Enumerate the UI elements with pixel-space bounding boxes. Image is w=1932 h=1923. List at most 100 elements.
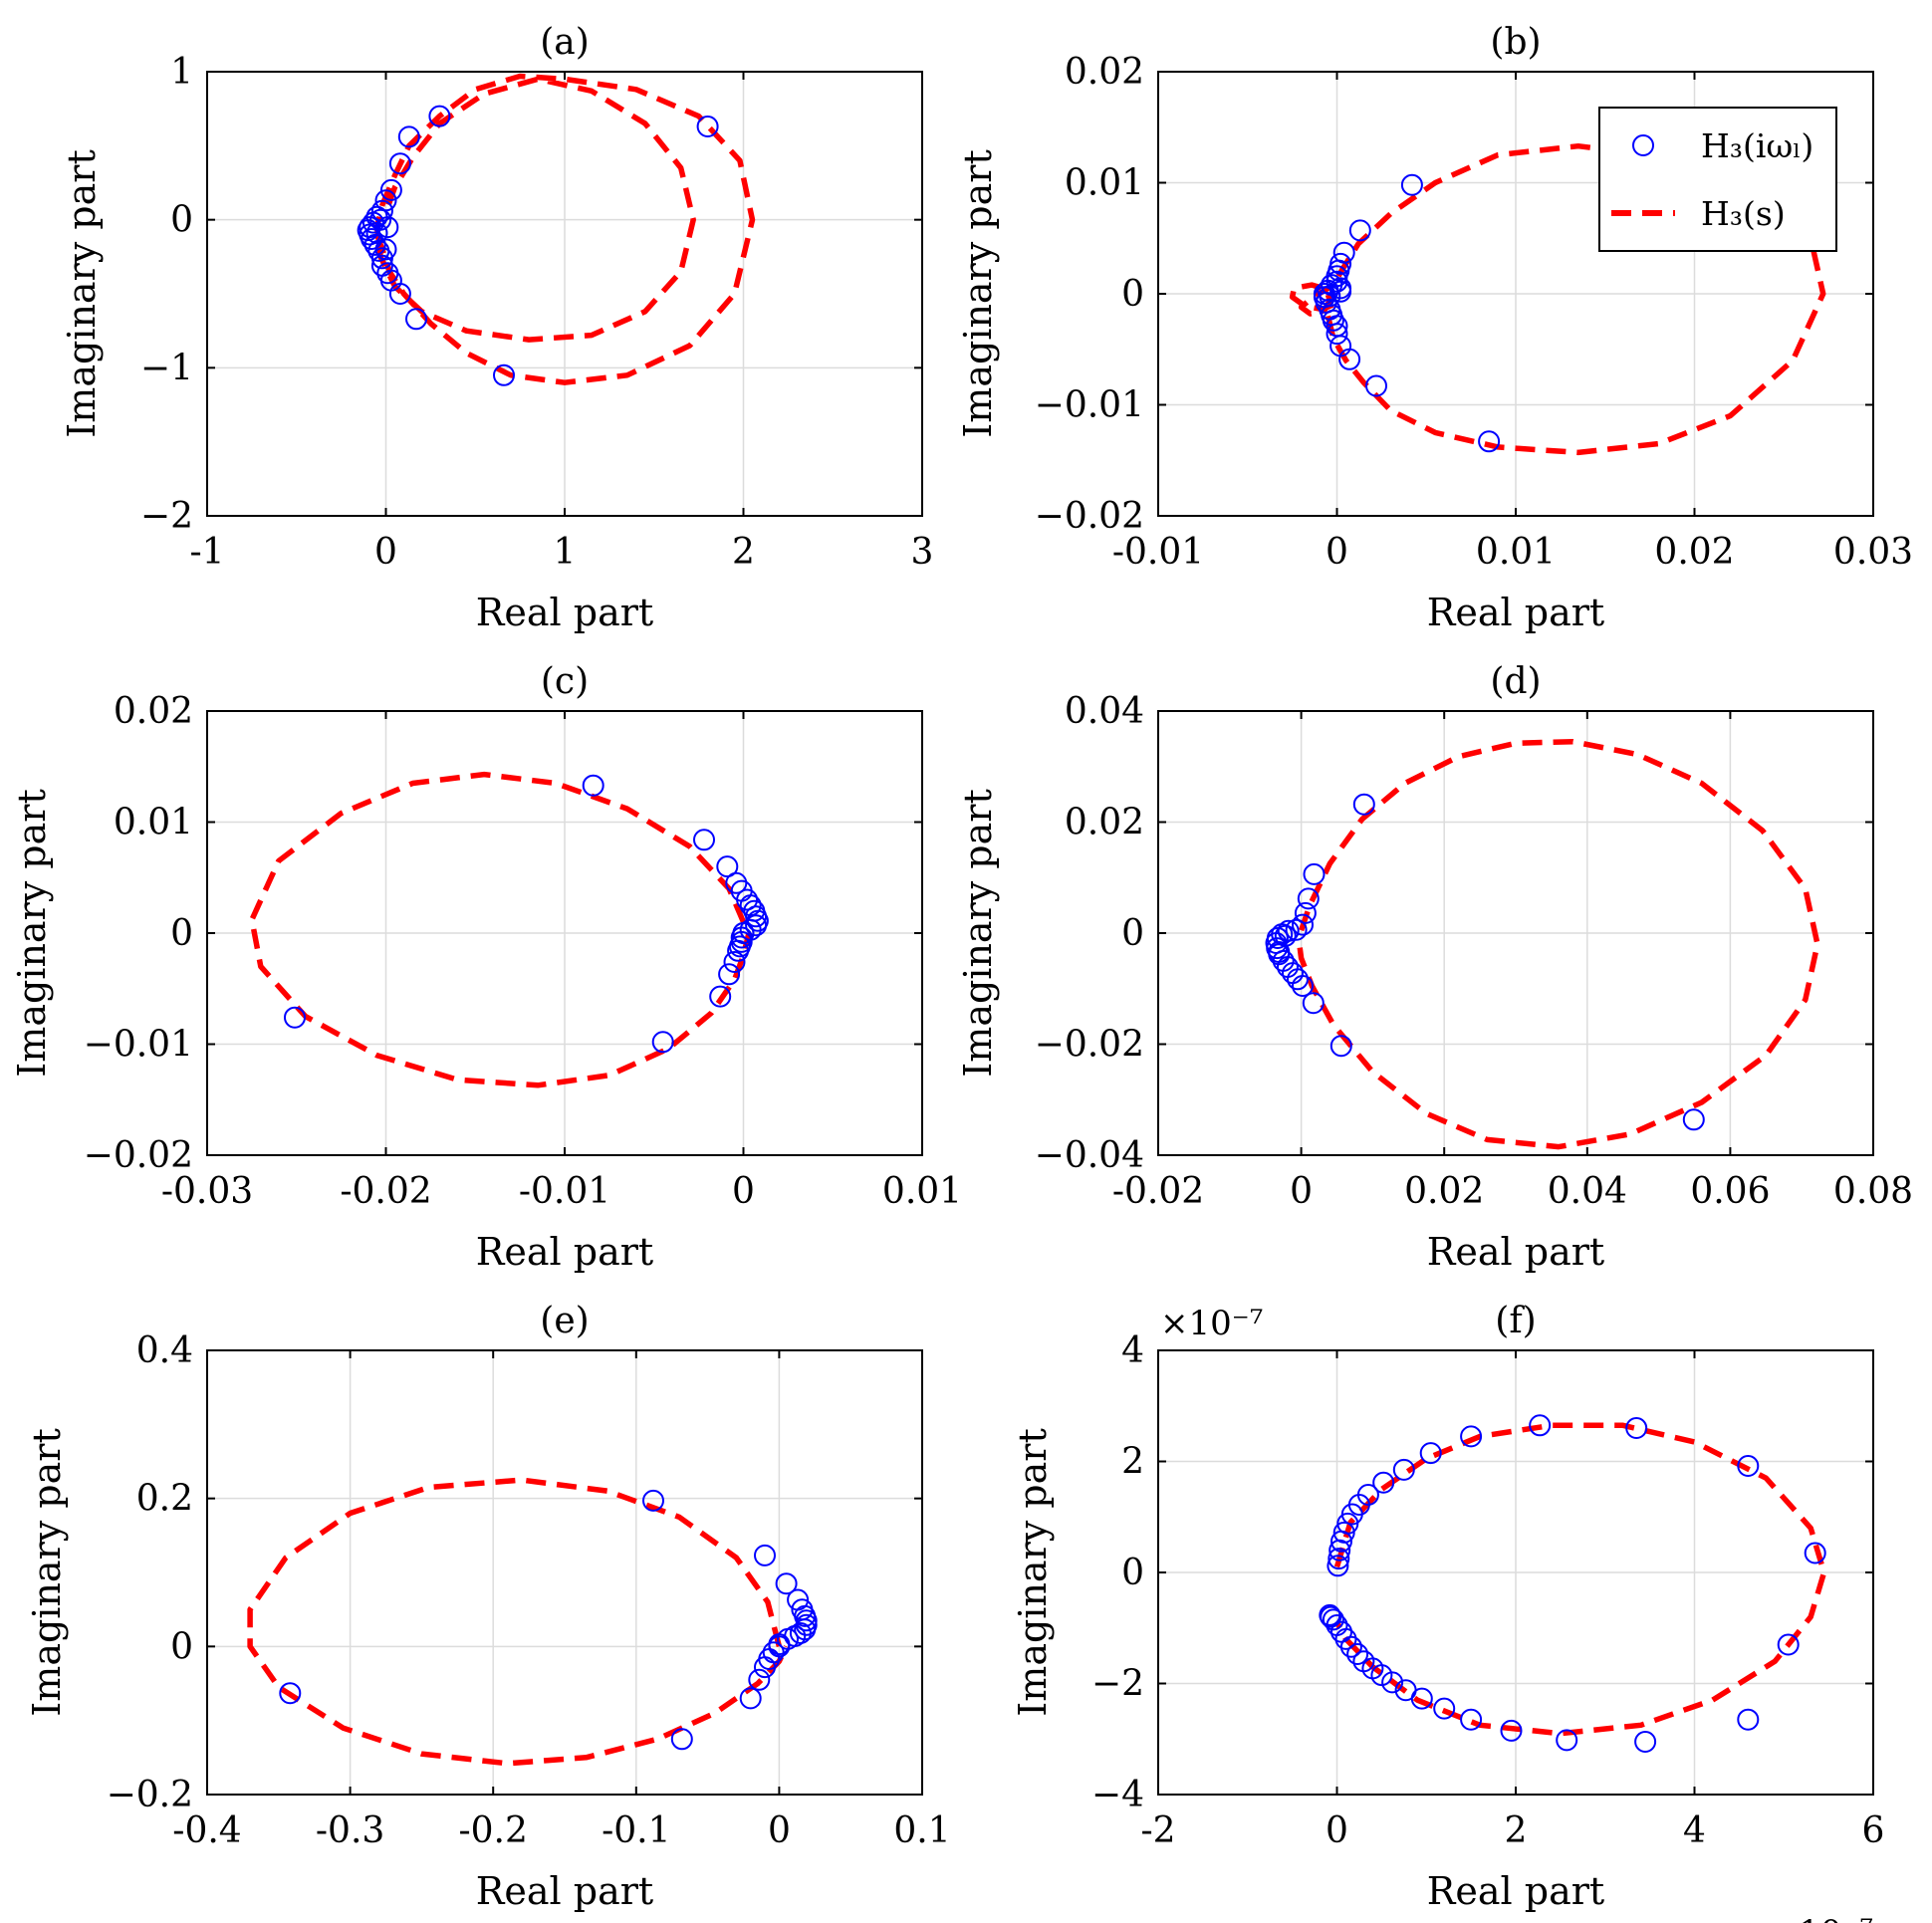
data-point <box>1682 1108 1705 1131</box>
y-tick-label: 0.01 <box>114 803 193 843</box>
y-tick-label: −0.02 <box>84 1135 193 1176</box>
data-point <box>693 829 715 851</box>
fit-curve <box>373 73 756 385</box>
data-point <box>1322 1608 1344 1631</box>
y-tick-label: 0 <box>1121 913 1144 954</box>
y-tick-label: −0.01 <box>1035 385 1144 426</box>
data-point <box>428 105 451 127</box>
legend-box <box>1598 107 1837 252</box>
x-axis-label: Real part <box>476 1230 653 1274</box>
panel-title: (f) <box>1495 1301 1536 1341</box>
data-point <box>1433 1697 1456 1720</box>
y-tick-label: −0.02 <box>1035 1025 1144 1066</box>
data-point <box>1400 173 1423 196</box>
y-tick-label: 0 <box>1121 274 1144 315</box>
x-tick-label: 6 <box>1862 1810 1885 1851</box>
data-point <box>1319 1603 1341 1626</box>
data-point <box>1381 1671 1404 1694</box>
data-point <box>1625 1417 1648 1439</box>
panel-e: -0.4 -0.3 -0.2 -0.1 0 0.1 −0.2 0 0.2 0.4 (e) Real p… <box>25 1301 951 1913</box>
y-tick-label: −0.04 <box>1035 1135 1144 1176</box>
data-point <box>1326 323 1348 346</box>
x-tick-label: 0 <box>732 1171 755 1212</box>
y-tick-label: −0.02 <box>1035 496 1144 537</box>
y-tick-label: 0 <box>170 200 193 241</box>
x-tick-label: -0.02 <box>340 1171 431 1212</box>
data-point <box>1329 1035 1352 1058</box>
fit-curve <box>1333 1422 1827 1737</box>
data-point <box>374 238 397 261</box>
data-point <box>1302 992 1325 1015</box>
fit-curve <box>247 1477 790 1767</box>
data-point <box>1460 1425 1483 1448</box>
data-point <box>739 1687 762 1710</box>
data-point <box>1372 1471 1395 1494</box>
data-point <box>1329 277 1352 300</box>
data-point <box>1330 1530 1352 1553</box>
data-point <box>709 985 732 1008</box>
data-point <box>754 1544 776 1566</box>
data-point <box>716 855 739 878</box>
x-tick-label: -0.2 <box>458 1810 527 1851</box>
data-point <box>1460 1708 1483 1731</box>
data-point <box>1529 1414 1552 1437</box>
y-tick-label: 0.04 <box>1065 691 1144 732</box>
data-point <box>696 116 719 137</box>
y-multiplier: ×10⁻⁷ <box>1160 1304 1263 1343</box>
data-point <box>768 1633 791 1656</box>
x-tick-label: -0.01 <box>519 1171 610 1212</box>
data-point <box>1346 1643 1369 1665</box>
data-point <box>718 963 741 986</box>
x-tick-label: -0.01 <box>1112 532 1204 573</box>
y-tick-label: 0 <box>1121 1553 1144 1593</box>
y-axis-label: Imaginary part <box>10 789 54 1077</box>
data-point <box>388 283 411 305</box>
data-point <box>1556 1729 1578 1752</box>
x-tick-label: 0.1 <box>893 1810 950 1851</box>
data-point <box>363 233 386 256</box>
data-point <box>1319 285 1341 308</box>
legend-marker-label: H₃(iωₗ) <box>1701 126 1813 165</box>
x-tick-label: 0 <box>1326 1810 1348 1851</box>
y-tick-label: 0 <box>170 913 193 954</box>
x-tick-label: -2 <box>1140 1810 1175 1851</box>
x-axis-label: Real part <box>1427 1869 1604 1913</box>
x-tick-label: -0.03 <box>161 1171 253 1212</box>
y-axis-label: Imaginary part <box>956 789 1000 1077</box>
data-point <box>1634 1731 1657 1753</box>
data-point <box>732 922 755 944</box>
y-axis-label: Imaginary part <box>1011 1428 1055 1716</box>
data-point <box>1419 1442 1442 1465</box>
data-point <box>1285 918 1308 941</box>
x-tick-label: 0 <box>374 532 397 573</box>
data-point <box>1737 1455 1760 1477</box>
y-tick-label: −4 <box>1091 1775 1144 1815</box>
data-point <box>582 774 604 797</box>
data-point <box>670 1728 693 1751</box>
data-point <box>754 1656 776 1679</box>
data-point <box>1287 968 1309 991</box>
data-point <box>1294 901 1317 924</box>
x-tick-label: -0.3 <box>316 1810 384 1851</box>
data-point <box>1777 1633 1800 1656</box>
data-point <box>379 178 402 201</box>
x-tick-label: 0.08 <box>1833 1171 1913 1212</box>
x-tick-label: 0.03 <box>1833 532 1913 573</box>
x-tick-label: 0.02 <box>1404 1171 1484 1212</box>
data-point <box>1365 374 1387 397</box>
data-point <box>1352 1650 1375 1673</box>
data-point <box>1292 975 1314 997</box>
data-point <box>361 228 383 250</box>
data-point <box>748 1668 771 1691</box>
x-tick-label: 3 <box>911 532 934 573</box>
y-tick-label: −2 <box>140 496 193 537</box>
panel-title: (a) <box>540 22 590 63</box>
x-tick-label: 0.01 <box>1476 532 1556 573</box>
y-tick-label: −0.01 <box>84 1025 193 1066</box>
data-point <box>493 363 515 386</box>
y-axis-label: Imaginary part <box>956 149 1000 437</box>
x-tick-label: 0 <box>1326 532 1348 573</box>
data-point <box>369 208 392 231</box>
x-tick-label: 0.01 <box>882 1171 962 1212</box>
